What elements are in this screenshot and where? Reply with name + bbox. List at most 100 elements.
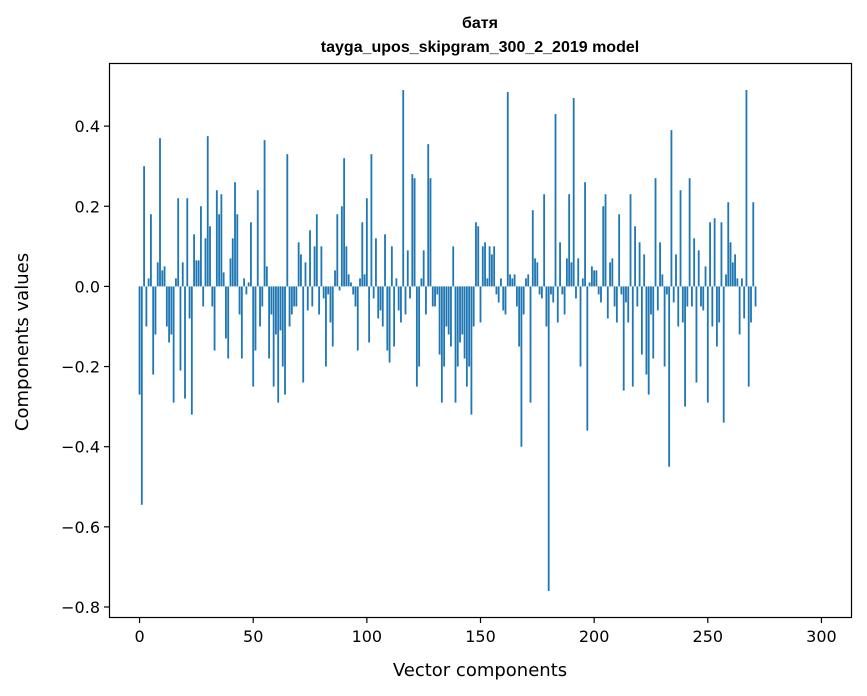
bar-183 [554, 114, 557, 287]
bar-223 [645, 286, 648, 375]
chart-subtitle: tayga_upos_skipgram_300_2_2019 model [321, 39, 639, 56]
bar-112 [393, 286, 396, 347]
bar-71 [300, 254, 302, 287]
bar-21 [186, 198, 189, 287]
bar-210 [615, 286, 618, 323]
bar-203 [600, 286, 602, 303]
bar-0 [138, 286, 141, 395]
x-tick-label: 300 [806, 627, 837, 646]
bar-264 [738, 286, 741, 335]
bar-227 [654, 178, 657, 287]
bar-187 [563, 286, 566, 315]
bar-49 [250, 222, 252, 287]
bar-164 [511, 278, 514, 287]
bar-19 [181, 262, 184, 287]
bar-239 [681, 286, 684, 323]
bar-59 [272, 286, 275, 387]
bar-163 [509, 274, 511, 287]
bar-220 [638, 242, 641, 287]
bar-50 [252, 286, 255, 387]
x-tick-label: 150 [465, 627, 496, 646]
bar-226 [652, 286, 655, 359]
bar-75 [309, 230, 311, 287]
y-tick-label: −0.8 [61, 598, 100, 617]
bar-185 [559, 242, 561, 287]
bar-25 [195, 260, 198, 287]
bar-158 [497, 286, 500, 303]
bar-69 [295, 286, 298, 307]
bar-115 [400, 286, 402, 323]
x-axis-label: Vector components [393, 660, 567, 681]
bar-4 [147, 278, 150, 287]
bar-173 [531, 210, 534, 287]
bar-82 [325, 286, 327, 367]
bar-22 [188, 286, 191, 319]
bar-126 [425, 286, 427, 315]
y-tick-label: −0.2 [61, 358, 100, 377]
bar-88 [338, 286, 341, 291]
bar-244 [693, 238, 696, 287]
bar-57 [268, 286, 271, 359]
bar-176 [538, 286, 541, 295]
bar-162 [506, 92, 509, 287]
bar-96 [356, 286, 359, 351]
bar-209 [613, 286, 616, 307]
bar-119 [409, 286, 411, 299]
bar-246 [697, 250, 700, 287]
bar-138 [452, 246, 455, 287]
bar-266 [743, 286, 746, 319]
bar-141 [459, 286, 461, 343]
bar-41 [231, 238, 234, 287]
bar-271 [754, 286, 757, 307]
bar-18 [179, 286, 182, 371]
bar-247 [700, 286, 702, 307]
bar-101 [368, 286, 371, 343]
bar-130 [434, 286, 436, 307]
bar-260 [729, 242, 732, 287]
bar-243 [690, 286, 693, 307]
y-tick-label: 0.0 [75, 277, 100, 296]
bar-175 [536, 262, 539, 287]
bar-129 [431, 286, 434, 307]
bar-83 [327, 286, 330, 295]
bar-63 [281, 286, 284, 367]
bar-159 [500, 278, 502, 287]
bar-30 [206, 136, 209, 287]
bar-123 [418, 286, 421, 367]
bar-208 [611, 258, 614, 287]
bar-136 [447, 286, 450, 335]
bar-263 [736, 278, 739, 287]
bar-261 [731, 262, 734, 287]
bar-177 [540, 286, 543, 299]
bar-series [138, 90, 757, 591]
bar-200 [593, 270, 596, 287]
bar-206 [606, 286, 609, 319]
bar-127 [427, 144, 430, 287]
bar-103 [372, 286, 375, 299]
bar-105 [377, 286, 380, 319]
bar-207 [609, 262, 611, 287]
bar-3 [145, 286, 148, 327]
bar-61 [277, 286, 280, 403]
bar-198 [588, 282, 591, 287]
bar-85 [331, 286, 334, 347]
bar-234 [670, 130, 673, 287]
bar-47 [245, 286, 248, 295]
bar-107 [381, 286, 384, 327]
bar-54 [261, 286, 264, 307]
bar-131 [436, 286, 439, 295]
bar-42 [234, 182, 236, 287]
bar-149 [477, 226, 480, 287]
bar-197 [586, 286, 589, 431]
bar-128 [429, 178, 432, 287]
bar-154 [488, 246, 491, 287]
bar-262 [734, 254, 736, 287]
bar-106 [379, 286, 382, 311]
bar-11 [163, 266, 166, 287]
bar-189 [568, 194, 571, 287]
bar-134 [443, 286, 446, 367]
bar-58 [270, 286, 273, 315]
bar-16 [175, 278, 177, 287]
bar-216 [629, 194, 632, 287]
bar-97 [359, 278, 361, 287]
